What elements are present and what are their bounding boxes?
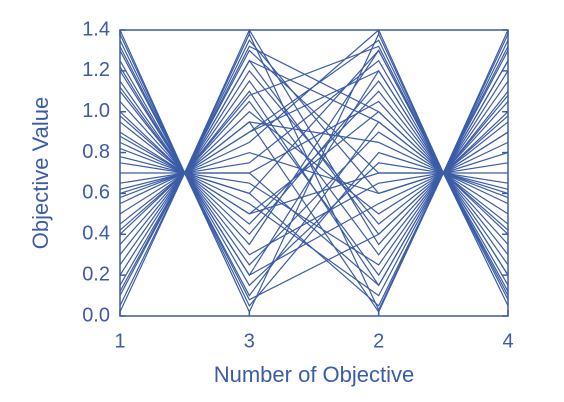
series-line xyxy=(119,46,509,292)
series-line xyxy=(119,115,509,276)
series-line xyxy=(119,33,509,313)
series-line xyxy=(119,29,509,266)
series-line xyxy=(120,28,508,246)
x-tick-label: 4 xyxy=(502,330,513,352)
series-line xyxy=(119,49,509,245)
x-tick-label: 3 xyxy=(244,330,255,352)
y-axis-label: Objective Value xyxy=(28,97,53,249)
y-tick-label: 1.2 xyxy=(82,59,110,81)
y-tick-label: 0.8 xyxy=(82,141,110,163)
x-tick-label: 1 xyxy=(114,330,125,352)
x-axis-label: Number of Objective xyxy=(214,362,415,387)
y-tick-label: 0.2 xyxy=(82,263,110,285)
y-tick-label: 1.0 xyxy=(82,100,110,122)
series-line xyxy=(119,70,509,215)
plot-frame xyxy=(119,29,509,317)
series-line xyxy=(119,45,509,199)
series-line xyxy=(119,69,509,225)
series-line xyxy=(119,46,509,301)
series-line xyxy=(119,80,509,297)
series-line xyxy=(119,70,509,231)
y-tick-label: 0.0 xyxy=(82,304,110,326)
series-line xyxy=(119,115,509,314)
series-line xyxy=(119,121,509,297)
y-tick-label: 0.6 xyxy=(82,182,110,204)
series-line xyxy=(119,101,509,256)
series-line xyxy=(119,66,509,292)
series-line xyxy=(119,45,509,300)
y-tick-label: 0.4 xyxy=(82,223,110,245)
series-line xyxy=(119,59,509,245)
x-tick-label: 2 xyxy=(373,330,384,352)
series-line xyxy=(119,131,509,287)
series-line xyxy=(119,59,509,276)
y-tick-label: 1.4 xyxy=(82,18,110,40)
